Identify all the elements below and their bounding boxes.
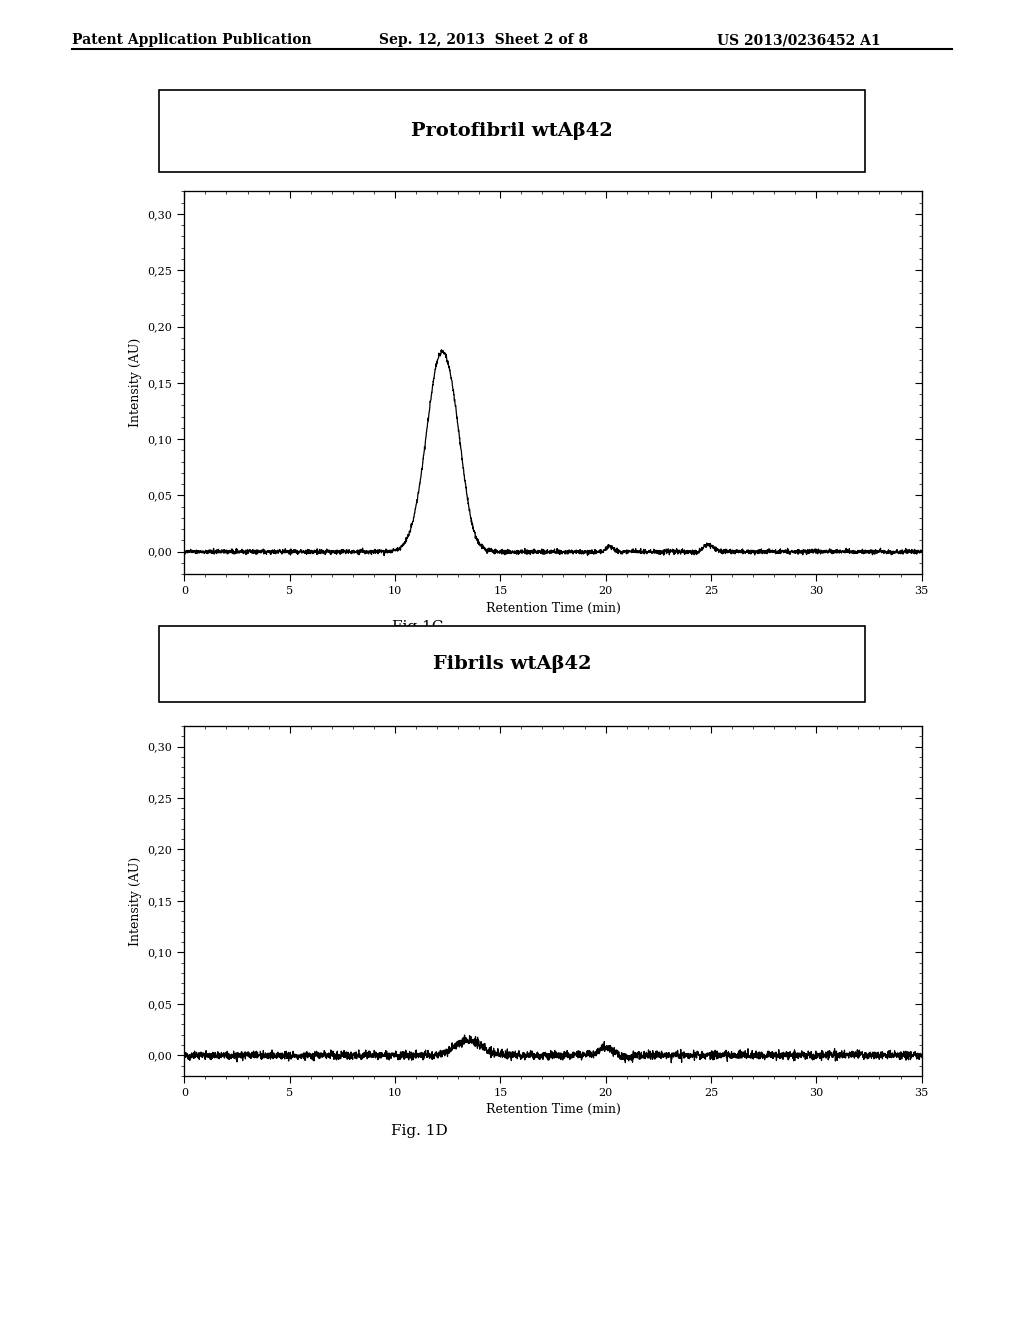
- Text: Patent Application Publication: Patent Application Publication: [72, 33, 311, 48]
- Y-axis label: Intensity (AU): Intensity (AU): [129, 338, 142, 428]
- Y-axis label: Intensity (AU): Intensity (AU): [129, 857, 142, 945]
- Text: Protofibril wtAβ42: Protofibril wtAβ42: [411, 121, 613, 140]
- Text: Fig 1C.: Fig 1C.: [392, 620, 447, 634]
- Text: Fibrils wtAβ42: Fibrils wtAβ42: [433, 655, 591, 673]
- Text: Sep. 12, 2013  Sheet 2 of 8: Sep. 12, 2013 Sheet 2 of 8: [379, 33, 588, 48]
- X-axis label: Retention Time (min): Retention Time (min): [485, 602, 621, 615]
- X-axis label: Retention Time (min): Retention Time (min): [485, 1104, 621, 1117]
- Text: US 2013/0236452 A1: US 2013/0236452 A1: [717, 33, 881, 48]
- Text: Fig. 1D: Fig. 1D: [391, 1125, 449, 1138]
